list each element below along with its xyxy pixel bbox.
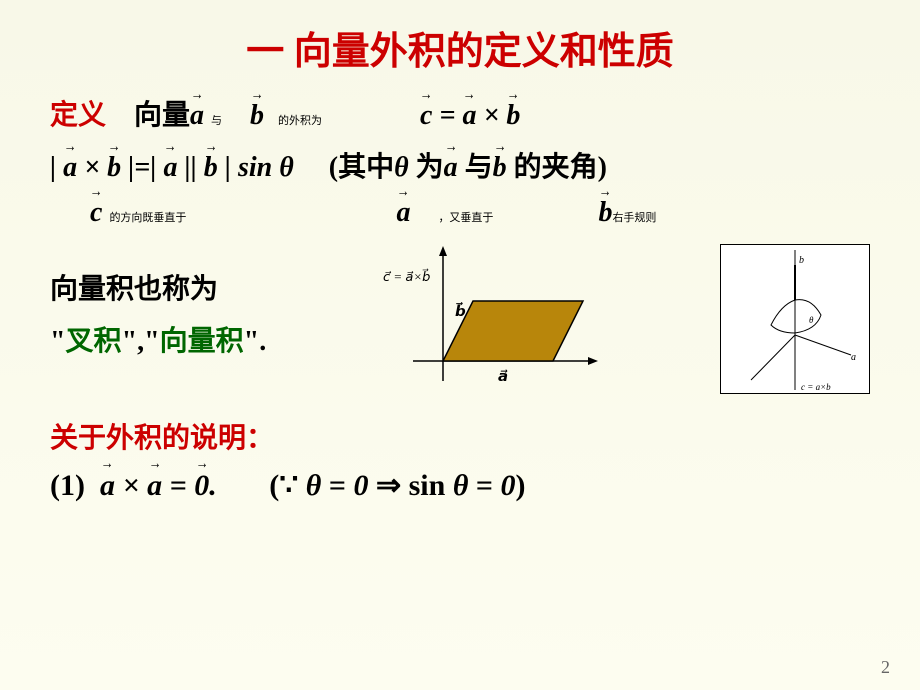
definition-line: 定义 向量a 与 b 的外积为 c = a × b [50, 93, 870, 133]
tiny-yu: 与 [211, 115, 222, 127]
names-line: "叉积","向量积". [50, 319, 266, 359]
svg-text:b: b [799, 255, 804, 266]
tiny-rhr: 右手规则 [612, 212, 656, 224]
formula-c: c = a × b [420, 100, 520, 131]
slide-title: 一 向量外积的定义和性质 [50, 20, 870, 75]
tiny-waiji: 的外积为 [278, 115, 322, 127]
magnitude-line: | a × b |=| a || b | sin θ (其中θ 为a 与b 的夹… [50, 145, 870, 185]
item-1: (1) a × a = 0. (∵ θ = 0 ⇒ sin θ = 0) [50, 468, 870, 503]
page-number: 2 [881, 657, 890, 678]
svg-text:c⃗ = a⃗×b⃗: c⃗ = a⃗×b⃗ [383, 269, 430, 284]
svg-text:b⃗: b⃗ [455, 301, 466, 320]
also-called: 向量积也称为 [50, 267, 266, 307]
svg-text:θ: θ [809, 315, 814, 325]
vector-label: 向量 [134, 100, 190, 131]
explain-label: 关于外积的说明： [50, 416, 870, 456]
svg-text:a: a [851, 352, 856, 363]
direction-line: c 的方向既垂直于 a ，又垂直于 b右手规则 [90, 197, 870, 229]
tiny-dir: 的方向既垂直于 [109, 212, 186, 224]
svg-text:a⃗: a⃗ [498, 369, 508, 385]
def-label: 定义 [50, 100, 106, 131]
svg-text:c = a×b: c = a×b [801, 382, 831, 392]
tiny-perp: ，又垂直于 [438, 212, 493, 224]
parallelogram-diagram: c⃗ = a⃗×b⃗ b⃗ a⃗ [266, 241, 720, 396]
right-hand-rule-image: b a c = a×b θ [720, 244, 870, 394]
